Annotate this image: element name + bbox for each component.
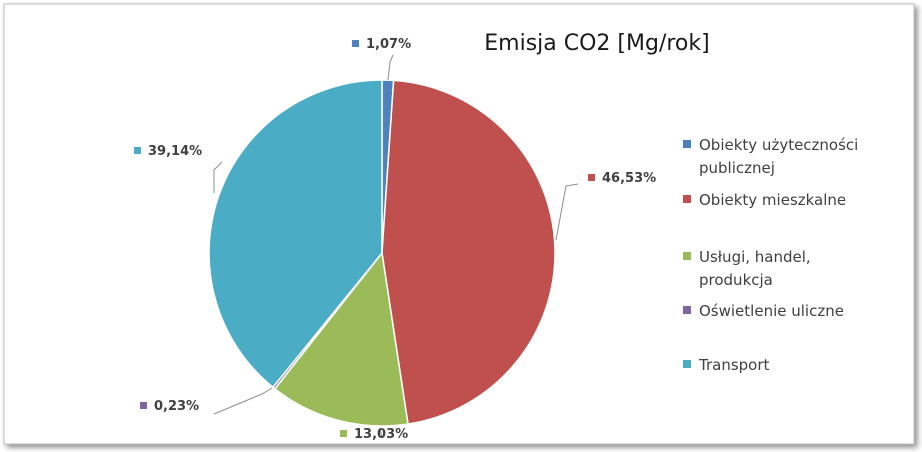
data-labels: 1,07% 46,53% 13,03% 0,23% 39,14%	[134, 37, 656, 442]
data-label-1: 1,07%	[366, 37, 411, 52]
leader-line-5	[213, 161, 223, 193]
pie-slices	[208, 79, 556, 427]
data-label-2: 46,53%	[602, 171, 656, 186]
legend-entry-1: Obiekty użyteczności publicznej	[699, 136, 858, 177]
pie-slice-5	[208, 79, 383, 389]
data-label-swatch-2	[588, 174, 595, 181]
data-label-5: 39,14%	[148, 144, 202, 159]
data-label-swatch-1	[352, 40, 359, 47]
data-label-swatch-4	[140, 402, 147, 409]
chart-title: Emisja CO2 [Mg/rok]	[484, 31, 709, 56]
legend-swatch-4	[683, 306, 691, 314]
leader-line-1	[387, 54, 394, 81]
data-label-4: 0,23%	[154, 399, 199, 414]
legend-entry-2: Obiekty mieszkalne	[699, 191, 846, 209]
leader-line-2	[555, 183, 579, 241]
leader-line-4	[213, 387, 273, 415]
legend-swatch-1	[683, 140, 691, 148]
legend-entry-4: Oświetlenie uliczne	[699, 302, 844, 320]
pie-slice-2	[381, 79, 556, 425]
leader-line-3	[379, 427, 383, 439]
legend: Obiekty użyteczności publicznej Obiekty mi…	[683, 136, 858, 374]
pie-slice-3	[273, 251, 409, 427]
legend-swatch-2	[683, 195, 691, 203]
legend-entry-5: Transport	[698, 356, 770, 374]
data-label-swatch-5	[134, 147, 141, 154]
legend-entry-3: Usługi, handel, produkcja	[699, 248, 811, 289]
legend-swatch-3	[683, 252, 691, 260]
data-label-3: 13,03%	[354, 427, 408, 442]
legend-swatch-5	[683, 360, 691, 368]
leader-lines	[213, 54, 579, 439]
data-label-swatch-3	[340, 430, 347, 437]
